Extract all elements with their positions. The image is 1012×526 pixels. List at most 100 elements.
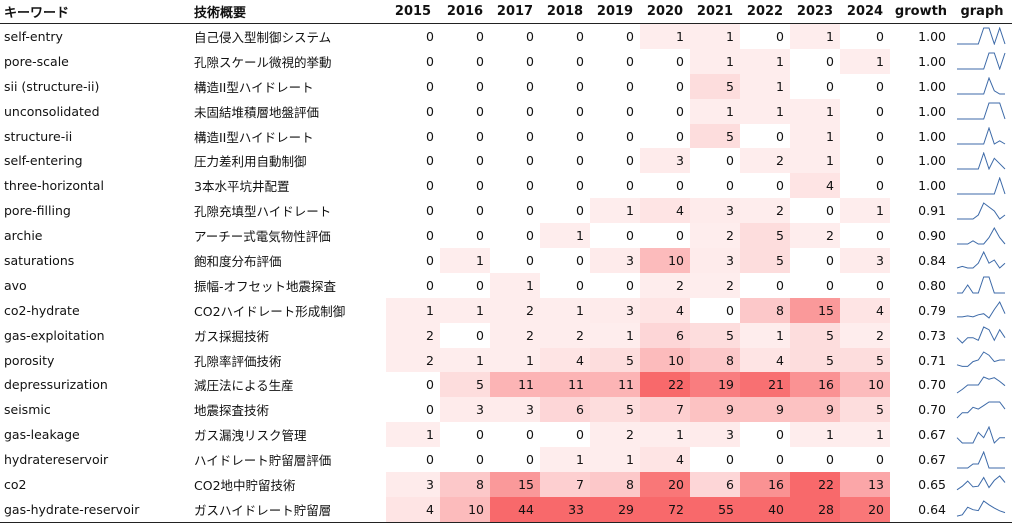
sparkline-cell [952,124,1012,149]
sparkline-cell [952,372,1012,397]
sparkline-cell [952,273,1012,298]
sparkline-line [957,276,1005,294]
summary-cell: ハイドレート貯留層評価 [194,453,332,469]
sparkline-line [956,351,1005,367]
year-count-cell: 22 [640,372,690,398]
growth-cell: 0.70 [918,377,946,393]
year-count-cell: 0 [840,272,890,298]
growth-cell: 0.84 [918,252,946,268]
year-count-cell: 10 [640,347,690,373]
sparkline-graph [957,201,1006,220]
year-count-cell: 0 [740,422,790,448]
year-count-cell: 3 [490,397,540,423]
sparkline-line [957,151,1006,170]
sparkline-graph [957,176,1006,195]
summary-cell: アーチー式電気物性評価 [194,229,331,245]
sparkline-cell [952,198,1012,223]
summary-cell: 自己侵入型制御システム [194,29,332,45]
year-count-cell: 8 [590,472,640,497]
growth-cell: 0.79 [918,302,946,318]
year-count-cell: 0 [690,173,740,199]
year-count-cell: 0 [490,447,540,473]
keyword-cell: self-entry [4,28,63,44]
year-count-cell: 5 [590,347,640,373]
year-count-cell: 7 [640,397,690,423]
year-count-cell: 0 [590,23,640,49]
year-count-cell: 9 [690,397,740,423]
sparkline-cell [952,397,1012,422]
sparkline-cell [952,348,1012,373]
sparkline-line [956,251,1006,270]
summary-cell: 3本水平坑井配置 [194,179,290,195]
year-count-cell: 3 [640,148,690,174]
keyword-cell: saturations [4,252,75,268]
sparkline-graph [957,301,1006,319]
year-count-cell: 0 [840,447,890,473]
growth-cell: 0.91 [918,203,946,219]
header-year: 2023 [790,0,840,24]
year-count-cell: 2 [386,322,440,348]
year-count-cell: 0 [490,173,540,199]
year-count-cell: 0 [590,173,640,199]
header-year: 2022 [740,0,790,24]
year-count-cell: 5 [790,347,840,373]
year-count-cell: 0 [440,48,490,74]
year-count-cell: 20 [840,496,890,523]
growth-cell: 0.73 [918,327,946,343]
header-year: 2017 [490,0,540,24]
year-count-cell: 1 [740,73,790,99]
year-count-cell: 0 [540,198,590,224]
sparkline-graph [957,52,1006,71]
year-count-cell: 44 [490,496,540,523]
year-count-cell: 1 [690,23,740,49]
year-count-cell: 0 [386,23,440,49]
year-count-cell: 1 [790,148,840,174]
keyword-cell: archie [4,228,43,244]
sparkline-graph [956,351,1005,367]
year-count-cell: 0 [490,422,540,448]
year-count-cell: 1 [490,272,540,298]
year-count-cell: 0 [690,148,740,174]
year-count-cell: 1 [840,422,890,448]
sparkline-line [957,176,1006,195]
summary-cell: ガス採掘技術 [194,328,270,344]
year-count-cell: 5 [440,372,490,398]
summary-cell: 孔隙スケール微視的挙動 [194,54,332,70]
table-row: unconsolidated 未固結堆積層地盤評価 0 0 0 0 0 0 1 1 1 0 1.00 [0,98,1012,124]
year-count-cell: 1 [840,48,890,74]
year-count-cell: 1 [690,48,740,74]
sparkline-line [956,475,1006,491]
sparkline-line [957,27,1006,46]
year-count-cell: 1 [790,123,840,149]
year-count-cell: 3 [840,248,890,273]
year-count-cell: 0 [490,48,540,74]
table-row: pore-scale 孔隙スケール微視的挙動 0 0 0 0 0 0 1 1 0 1 1.00 [0,48,1012,74]
summary-cell: 構造II型ハイドレート [194,79,314,95]
year-count-cell: 5 [790,322,840,348]
table-row: self-entering 圧力差利用自動制御 0 0 0 0 0 3 0 2 1 0 1.00 [0,148,1012,174]
year-count-cell: 0 [790,73,840,99]
summary-cell: 構造II型ハイドレート [194,129,314,145]
year-count-cell: 28 [790,496,840,523]
keyword-cell: pore-filling [4,203,71,219]
table-row: gas-leakage ガス漏洩リスク管理 1 0 0 0 2 1 3 0 1 1 0.67 [0,422,1012,448]
year-count-cell: 0 [386,248,440,273]
header-summary: 技術概要 [190,0,386,24]
table-row: gas-exploitation ガス採掘技術 2 0 2 2 1 6 5 1 5 2 0.73 [0,322,1012,348]
growth-cell: 0.90 [918,228,946,244]
keyword-cell: self-entering [4,153,83,169]
keyword-cell: avo [4,277,27,293]
year-count-cell: 5 [690,73,740,99]
year-count-cell: 13 [840,472,890,497]
sparkline-line [957,201,1006,220]
sparkline-cell [952,472,1012,497]
year-count-cell: 0 [440,73,490,99]
growth-cell: 0.64 [890,496,952,523]
year-count-cell: 1 [740,48,790,74]
year-count-cell: 10 [840,372,890,398]
year-count-cell: 1 [590,447,640,473]
year-count-cell: 4 [640,297,690,323]
year-count-cell: 0 [490,123,540,149]
year-count-cell: 0 [840,173,890,199]
growth-cell: 1.00 [918,178,946,194]
